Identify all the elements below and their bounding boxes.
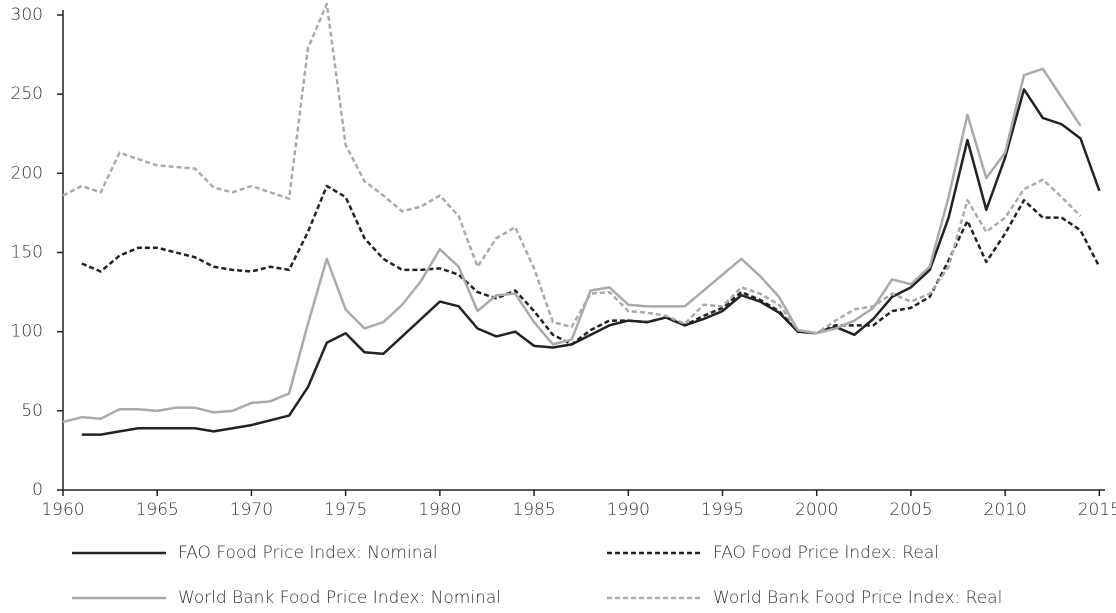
x-tick-label: 2000 [795, 500, 838, 520]
x-tick-label: 2010 [984, 500, 1027, 520]
x-tick-label: 2005 [889, 500, 932, 520]
legend-label: World Bank Food Price Index: Real [713, 588, 1002, 608]
y-tick-label: 200 [11, 163, 43, 183]
x-tick-label: 1965 [136, 500, 179, 520]
y-tick-label: 0 [32, 480, 43, 500]
y-tick-label: 150 [11, 243, 43, 263]
x-tick-label: 1980 [418, 500, 461, 520]
y-tick-label: 250 [11, 84, 43, 104]
x-tick-label: 2015 [1078, 500, 1116, 520]
y-tick-label: 100 [11, 322, 43, 342]
series-line [81, 184, 1101, 346]
legend-label: FAO Food Price Index: Nominal [178, 543, 438, 563]
series-line [62, 2, 1082, 335]
x-tick-label: 1990 [607, 500, 650, 520]
legend-label: World Bank Food Price Index: Nominal [178, 588, 501, 608]
x-tick-label: 1975 [324, 500, 367, 520]
y-tick-label: 300 [11, 5, 43, 25]
x-tick-label: 1995 [701, 500, 744, 520]
legend-label: FAO Food Price Index: Real [713, 543, 939, 563]
series-line [62, 67, 1082, 424]
x-tick-label: 1960 [41, 500, 84, 520]
series-line [81, 88, 1101, 436]
y-tick-label: 50 [21, 401, 43, 421]
x-tick-label: 1970 [230, 500, 273, 520]
x-tick-label: 1985 [512, 500, 555, 520]
